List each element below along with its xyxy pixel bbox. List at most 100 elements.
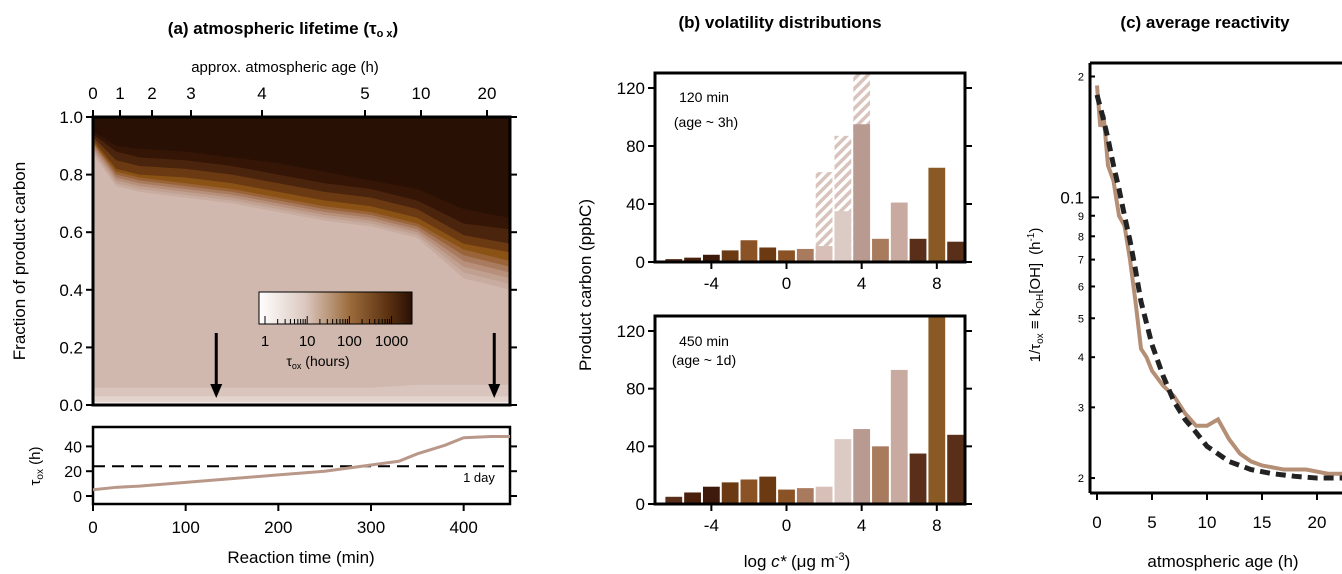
time-arrows [210, 333, 501, 398]
bottom-bar-15 [947, 434, 964, 504]
c-ytick-label-6: 5 [1078, 313, 1084, 325]
colorbar-ticks: 1 10 100 1000 [261, 316, 408, 350]
a-xtick-label-2: 200 [264, 518, 292, 537]
cb-tick-label-3: 1000 [375, 333, 408, 350]
a-ytick-label-0: 0.0 [59, 396, 83, 415]
colorbar: 1 10 100 1000 τox (hours) [258, 291, 413, 371]
tau-ytick-label-1: 20 [64, 464, 82, 481]
tau-ytick-label-2: 40 [64, 439, 82, 456]
panel-a-ylabel: Fraction of product carbon [10, 162, 29, 360]
top-tick-label-1: 1 [115, 84, 124, 103]
bottom-xtick-label-3: 8 [932, 516, 941, 535]
c-xtick-label-2: 10 [1198, 513, 1217, 532]
top-bar-9 [834, 211, 852, 262]
c-xtick-label-4: 20 [1308, 513, 1327, 532]
tau-ytick-label-0: 0 [73, 489, 82, 506]
one-day-label: 1 day [463, 470, 495, 485]
panel-a-title: (a) atmospheric lifetime (τo x) [168, 19, 398, 40]
top-bar-5 [759, 247, 777, 262]
top-tick-label-7: 20 [478, 84, 497, 103]
cb-tick-label-2: 100 [337, 333, 362, 350]
top-axis-ticks: 0 1 2 3 4 5 10 20 [88, 84, 496, 117]
bottom-bar-5 [759, 476, 777, 504]
fit-line [1094, 94, 1342, 481]
panel-b-top-age: (age ~ 3h) [674, 114, 738, 130]
top-bar-8 [815, 246, 833, 262]
panel-c-x-axis: 0 5 10 15 20 [1092, 493, 1326, 532]
panel-b-top-plot: 0 40 80 120 -4 0 4 8 [617, 73, 972, 293]
c-ytick-label-9: 2 [1078, 473, 1084, 485]
c-ytick-label-4: 7 [1078, 255, 1084, 267]
c-ytick-label-8: 3 [1078, 402, 1084, 414]
bottom-bar-13 [909, 453, 927, 504]
bottom-bar-9 [834, 439, 852, 504]
top-bar-2 [702, 254, 720, 262]
panel-c-ylabel: 1/τox ≡ kOH[OH](h-1) [1026, 228, 1046, 363]
top-tick-label-2: 2 [147, 84, 156, 103]
panel-a-x-axis: 0 100 200 300 400 [88, 504, 478, 537]
panel-b-top-time: 120 min [679, 89, 729, 105]
panel-c-y-axis: 2 0.1 9 8 7 6 5 4 3 2 [1060, 72, 1099, 485]
stacked-area-plot [93, 117, 510, 405]
panel-c: (c) average reactivity 2 0.1 9 8 7 6 5 4 3 2 0 5 10… [1026, 13, 1342, 571]
panel-a-xlabel: Reaction time (min) [227, 548, 374, 567]
top-tick-label-4: 4 [257, 84, 266, 103]
top-xtick-label-3: 8 [932, 274, 941, 293]
cb-tick-label-1: 10 [299, 333, 316, 350]
c-xtick-label-1: 5 [1147, 513, 1156, 532]
c-ytick-label-1: 0.1 [1060, 188, 1084, 207]
reactivity-line [1095, 85, 1342, 476]
bottom-ytick-label-3: 120 [617, 322, 645, 341]
panel-b-bottom-time: 450 min [679, 333, 729, 349]
c-ytick-label-0: 2 [1078, 72, 1084, 84]
a-ytick-label-5: 1.0 [59, 108, 83, 127]
c-ytick-label-3: 8 [1078, 231, 1084, 243]
area-layer-3 [93, 154, 510, 405]
top-tick-label-0: 0 [88, 84, 97, 103]
top-tick-label-5: 5 [360, 84, 369, 103]
panel-b-bottom-frame [653, 314, 967, 506]
arrow-head-1 [488, 384, 501, 398]
panel-b-xlabel: log c* (μg m-3) [744, 551, 851, 571]
bottom-ytick-label-1: 40 [626, 437, 645, 456]
panel-c-plot [1094, 85, 1342, 481]
panel-a-frame [91, 115, 512, 407]
top-ytick-label-0: 0 [636, 253, 645, 272]
a-xtick-label-1: 100 [171, 518, 199, 537]
tau-plot-ylabel: τox (h) [27, 446, 46, 485]
bottom-xtick-label-0: -4 [704, 516, 719, 535]
panel-c-xlabel: atmospheric age (h) [1147, 552, 1298, 571]
c-ytick-label-7: 4 [1078, 352, 1084, 364]
c-ytick-label-5: 6 [1078, 281, 1084, 293]
panel-b-title: (b) volatility distributions [678, 13, 881, 32]
panel-b-top-frame [653, 71, 967, 264]
top-tick-label-6: 10 [412, 84, 431, 103]
a-ytick-label-2: 0.4 [59, 281, 83, 300]
bottom-bar-11 [872, 446, 889, 504]
panel-c-title: (c) average reactivity [1120, 13, 1290, 32]
top-bar-1 [684, 257, 701, 262]
panel-b-ylabel: Product carbon (ppbC) [576, 199, 595, 371]
bottom-bar-4 [740, 479, 758, 504]
bottom-ytick-label-2: 80 [626, 380, 645, 399]
panel-b-bottom-age: (age ~ 1d) [672, 352, 736, 368]
tau-line [92, 434, 510, 492]
top-ytick-label-2: 80 [626, 137, 645, 156]
bottom-bar-0 [665, 496, 683, 504]
top-bar-7 [796, 248, 814, 262]
top-bar-14 [928, 167, 946, 262]
bottom-xtick-label-2: 4 [857, 516, 866, 535]
tau-plot: 0 20 40 [64, 434, 517, 506]
colorbar-label: τox (hours) [286, 353, 349, 371]
top-bar-12 [890, 202, 908, 262]
bottom-bar-8 [815, 486, 833, 504]
bottom-bar-1 [684, 492, 701, 504]
arrow-head-0 [210, 384, 223, 398]
c-xtick-label-3: 15 [1253, 513, 1272, 532]
top-bar-15 [947, 241, 964, 262]
bottom-bar-6 [778, 489, 795, 504]
a-ytick-label-3: 0.6 [59, 223, 83, 242]
panel-b-bottom-plot: 0 40 80 120 -4 0 4 8 [617, 316, 972, 535]
a-xtick-label-3: 300 [357, 518, 385, 537]
